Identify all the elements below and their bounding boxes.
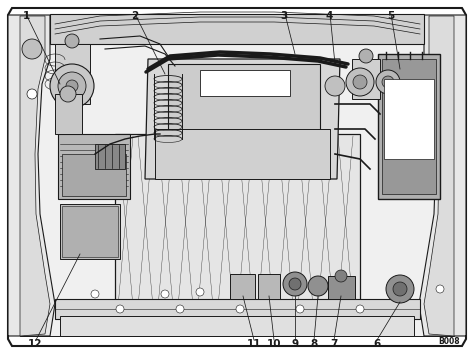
Polygon shape <box>55 299 420 319</box>
Polygon shape <box>200 70 290 96</box>
Polygon shape <box>55 94 82 134</box>
Circle shape <box>22 39 42 59</box>
Text: 1: 1 <box>22 11 30 21</box>
Circle shape <box>65 34 79 48</box>
Text: 7: 7 <box>330 339 338 349</box>
Circle shape <box>382 76 394 88</box>
Circle shape <box>176 305 184 313</box>
Circle shape <box>196 288 204 296</box>
Polygon shape <box>58 134 130 199</box>
Text: 8: 8 <box>310 339 318 349</box>
Circle shape <box>91 290 99 298</box>
Polygon shape <box>155 129 330 179</box>
Circle shape <box>60 86 76 102</box>
Circle shape <box>359 49 373 63</box>
Polygon shape <box>424 16 454 336</box>
Circle shape <box>393 282 407 296</box>
Polygon shape <box>8 15 55 339</box>
Text: 2: 2 <box>131 11 139 21</box>
Polygon shape <box>258 274 280 299</box>
Polygon shape <box>328 276 355 299</box>
Polygon shape <box>168 64 320 134</box>
Circle shape <box>335 270 347 282</box>
Circle shape <box>346 68 374 96</box>
Text: 4: 4 <box>326 11 333 21</box>
Polygon shape <box>8 8 466 346</box>
Polygon shape <box>352 59 380 99</box>
Polygon shape <box>60 204 120 259</box>
Text: 10: 10 <box>267 339 281 349</box>
Circle shape <box>386 275 414 303</box>
Circle shape <box>58 72 86 100</box>
Polygon shape <box>378 54 440 199</box>
Polygon shape <box>95 144 125 169</box>
Text: 3: 3 <box>281 11 288 21</box>
Polygon shape <box>55 44 90 104</box>
Circle shape <box>325 76 345 96</box>
Text: 6: 6 <box>373 339 381 349</box>
Polygon shape <box>145 59 340 179</box>
Circle shape <box>50 64 94 108</box>
Circle shape <box>436 285 444 293</box>
Circle shape <box>161 290 169 298</box>
Text: 12: 12 <box>28 339 43 349</box>
Text: 11: 11 <box>246 339 261 349</box>
Polygon shape <box>20 16 50 336</box>
Polygon shape <box>115 134 360 309</box>
Circle shape <box>296 305 304 313</box>
Polygon shape <box>20 16 454 336</box>
Circle shape <box>380 64 424 108</box>
Polygon shape <box>384 79 434 159</box>
Text: 5: 5 <box>387 11 395 21</box>
Polygon shape <box>62 206 118 257</box>
Text: 9: 9 <box>291 339 299 349</box>
Circle shape <box>308 276 328 296</box>
Polygon shape <box>50 14 424 44</box>
Circle shape <box>353 75 367 89</box>
Circle shape <box>356 305 364 313</box>
Circle shape <box>66 80 78 92</box>
Circle shape <box>376 70 400 94</box>
Text: B008: B008 <box>438 337 460 346</box>
Circle shape <box>236 305 244 313</box>
Circle shape <box>283 272 307 296</box>
Polygon shape <box>382 59 436 194</box>
Circle shape <box>116 305 124 313</box>
Circle shape <box>396 80 408 92</box>
Polygon shape <box>419 15 466 339</box>
Polygon shape <box>230 274 255 299</box>
Circle shape <box>289 278 301 290</box>
Polygon shape <box>60 316 414 336</box>
Polygon shape <box>62 154 126 196</box>
Circle shape <box>388 72 416 100</box>
Circle shape <box>27 89 37 99</box>
